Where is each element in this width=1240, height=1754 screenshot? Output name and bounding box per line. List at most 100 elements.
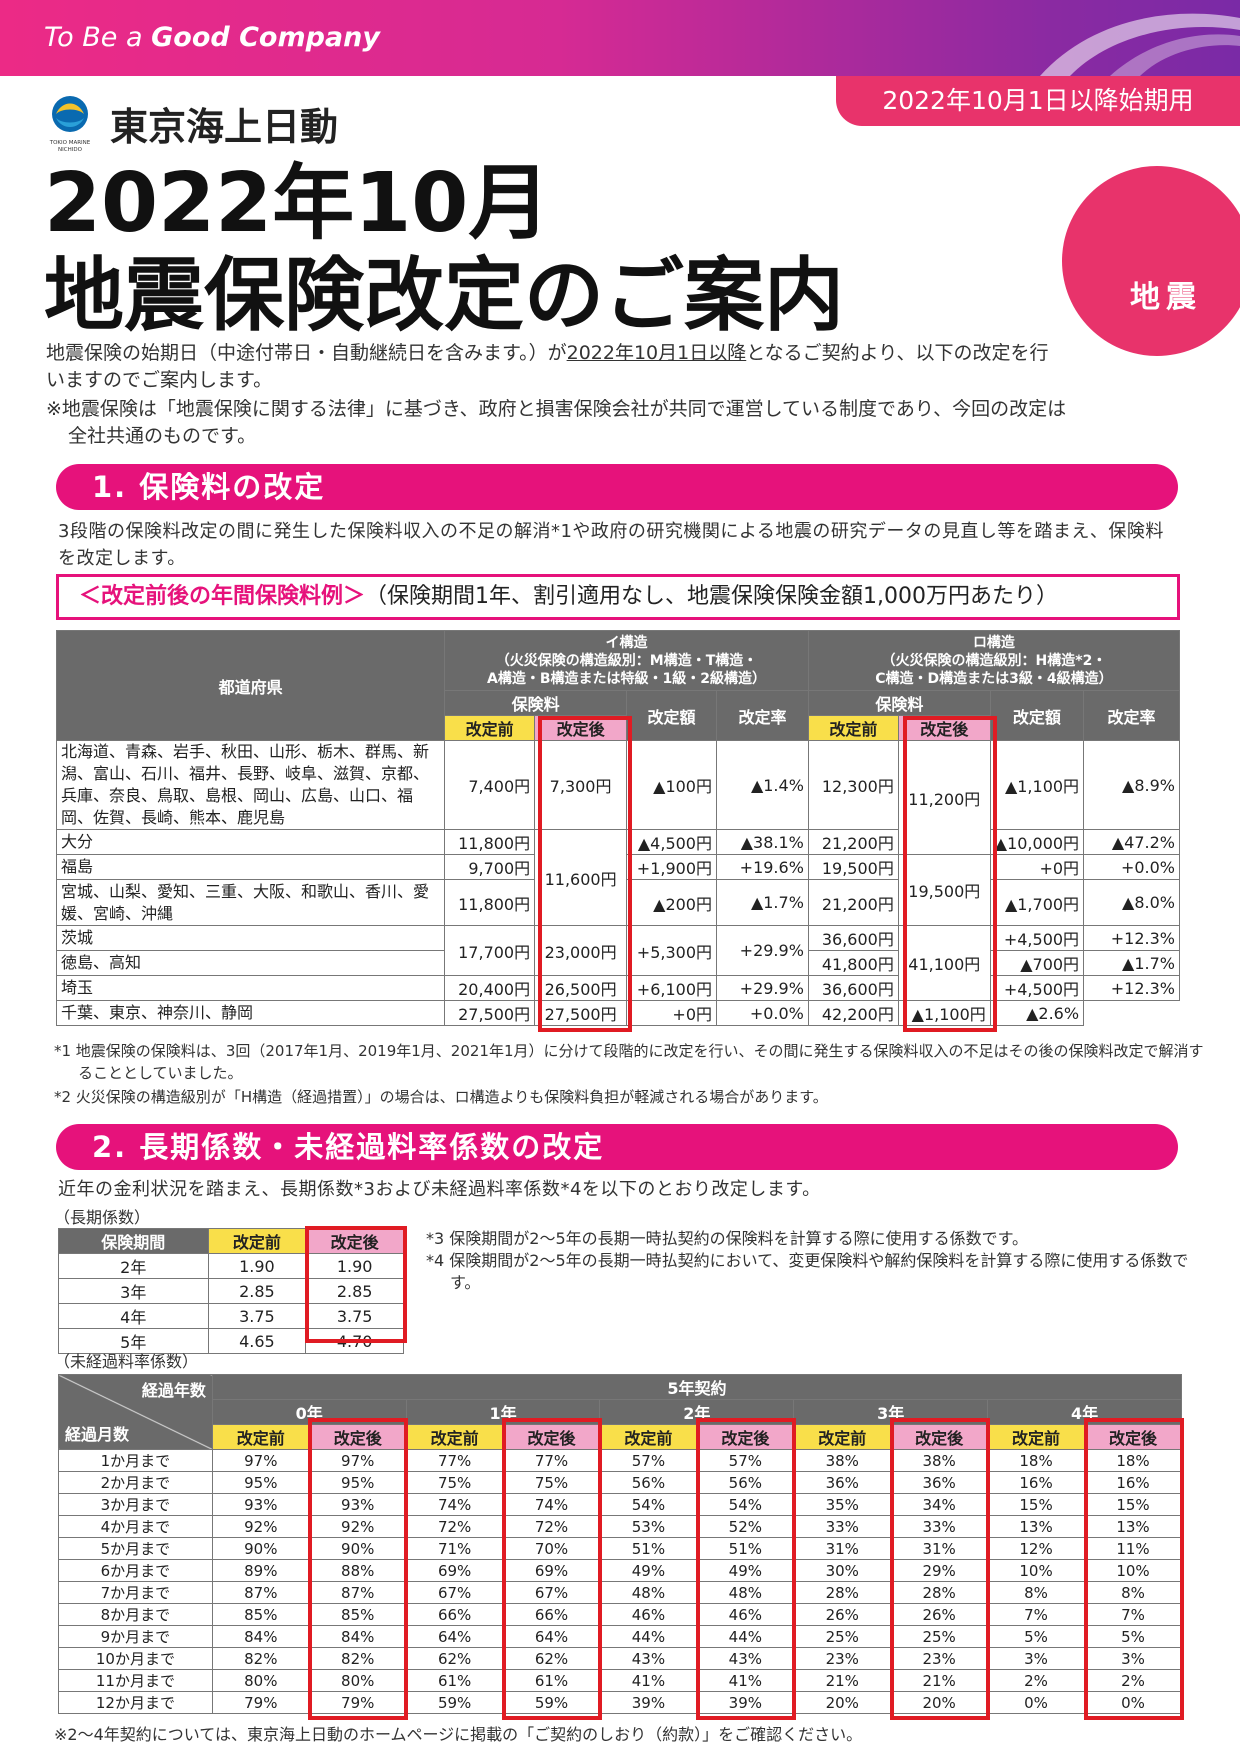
after-header: 改定後: [308, 1424, 407, 1450]
month-label: 11か月まで: [58, 1669, 213, 1692]
rate-cell: 0%: [987, 1691, 1085, 1714]
ro-struct-header: ロ構造 （火災保険の構造級別：H構造*2・ C構造・D構造または3級・4級構造）: [807, 630, 1181, 691]
rate-cell: 85%: [308, 1603, 407, 1626]
rate-cell: 26%: [890, 1603, 989, 1626]
svg-text:NICHIDO: NICHIDO: [58, 147, 83, 153]
category-label: 地震: [1130, 280, 1202, 315]
rate-cell: 49%: [599, 1559, 698, 1582]
rate-cell: 57%: [599, 1449, 698, 1472]
table-row: 大分 11,800円 11,600円 ▲4,500円 ▲38.1% 21,200…: [55, 829, 1180, 926]
table-row: 1か月まで 97% 97% 77% 77% 57% 57% 38% 38% 18% 18%: [58, 1449, 1182, 1472]
month-label: 12か月まで: [58, 1691, 213, 1714]
rate-cell: 21%: [890, 1669, 989, 1692]
contract-header: 5年契約: [211, 1374, 1183, 1400]
rate-cell: 51%: [599, 1537, 698, 1560]
rate-cell: 72%: [502, 1515, 601, 1538]
rate-cell: 93%: [308, 1493, 407, 1516]
rate-cell: 79%: [308, 1691, 407, 1714]
rate-cell: 64%: [502, 1625, 601, 1648]
rate-cell: 8%: [987, 1581, 1085, 1604]
table-row: 3年 2.85 2.85: [58, 1278, 404, 1304]
section1-body: 3段階の保険料改定の間に発生した保険料収入の不足の解消*1や政府の研究機関による…: [58, 521, 1164, 569]
i-struct-header: イ構造 （火災保険の構造級別：M構造・T構造・ A構造・B構造または特級・1級・2級…: [444, 630, 809, 691]
rate-cell: 80%: [211, 1669, 310, 1692]
table-row: 3か月まで 93% 93% 74% 74% 54% 54% 35% 34% 15% 15%: [58, 1493, 1182, 1516]
rate-cell: 18%: [1084, 1449, 1182, 1472]
rate-cell: 8%: [1084, 1581, 1182, 1604]
long-term-table: 保険期間 改定前 改定後 2年 1.90 1.90 3年 2.85 2.85 4年 3.7…: [58, 1228, 404, 1354]
month-label: 7か月まで: [58, 1581, 213, 1604]
table-row: 10か月まで 82% 82% 62% 62% 43% 43% 23% 23% 3% 3%: [58, 1647, 1182, 1670]
rate-cell: 5%: [1084, 1625, 1182, 1648]
page-title-line2: 地震保険改定のご案内: [44, 249, 844, 342]
month-label: 10か月まで: [58, 1647, 213, 1670]
rate-cell: 2%: [987, 1669, 1085, 1692]
rate-cell: 16%: [987, 1471, 1085, 1494]
rate-cell: 28%: [793, 1581, 892, 1604]
i-amount-header: 改定額: [626, 690, 717, 741]
rate-cell: 33%: [890, 1515, 989, 1538]
i-before-header: 改定前: [444, 715, 536, 741]
ro-before-header: 改定前: [807, 715, 899, 741]
after-header: 改定後: [1084, 1424, 1182, 1450]
year-header: 1年: [405, 1399, 601, 1425]
rate-cell: 11%: [1084, 1537, 1182, 1560]
table-row: 9か月まで 84% 84% 64% 64% 44% 44% 25% 25% 5% 5%: [58, 1625, 1182, 1648]
before-header: 改定前: [211, 1424, 310, 1450]
rate-cell: 15%: [987, 1493, 1085, 1516]
rate-cell: 29%: [890, 1559, 989, 1582]
bottom-note: ※2〜4年契約については、東京海上日動のホームページに掲載の「ご契約のしおり（約…: [54, 1725, 863, 1744]
rate-cell: 88%: [308, 1559, 407, 1582]
rate-cell: 87%: [308, 1581, 407, 1604]
rate-cell: 61%: [502, 1669, 601, 1692]
table-row: 2か月まで 95% 95% 75% 75% 56% 56% 36% 36% 16% 16%: [58, 1471, 1182, 1494]
section1-header: 1. 保険料の改定: [56, 464, 1178, 510]
table-row: 5か月まで 90% 90% 71% 70% 51% 51% 31% 31% 12% 11%: [58, 1537, 1182, 1560]
year-header: 2年: [599, 1399, 795, 1425]
rate-cell: 56%: [599, 1471, 698, 1494]
table-row: 6か月まで 89% 88% 69% 69% 49% 49% 30% 29% 10% 10%: [58, 1559, 1182, 1582]
intro-note: ※地震保険は「地震保険に関する法律」に基づき、政府と損害保険会社が共同で運営して…: [46, 398, 1067, 447]
rate-cell: 36%: [793, 1471, 892, 1494]
table-row: 2年 1.90 1.90: [58, 1253, 404, 1279]
rate-cell: 56%: [696, 1471, 795, 1494]
rate-cell: 25%: [890, 1625, 989, 1648]
rate-cell: 89%: [211, 1559, 310, 1582]
table-row: 埼玉 20,400円 26,500円 +6,100円 +29.9% 36,600…: [55, 975, 1180, 1001]
before-header: 改定前: [405, 1424, 504, 1450]
rate-cell: 61%: [405, 1669, 504, 1692]
footnote-1: *1 地震保険の保険料は、3回（2017年1月、2019年1月、2021年1月）…: [54, 1042, 1204, 1082]
before-header: 改定前: [987, 1424, 1085, 1450]
table-row: 7か月まで 87% 87% 67% 67% 48% 48% 28% 28% 8% 8%: [58, 1581, 1182, 1604]
rate-cell: 7%: [1084, 1603, 1182, 1626]
table-row: 4か月まで 92% 92% 72% 72% 53% 52% 33% 33% 13% 13%: [58, 1515, 1182, 1538]
rate-cell: 75%: [502, 1471, 601, 1494]
rate-cell: 21%: [793, 1669, 892, 1692]
rate-cell: 62%: [405, 1647, 504, 1670]
year-header: 3年: [793, 1399, 989, 1425]
rate-cell: 90%: [308, 1537, 407, 1560]
rate-cell: 20%: [793, 1691, 892, 1714]
rate-cell: 66%: [405, 1603, 504, 1626]
table-row: 福島 9,700円 +1,900円 +19.6% 19,500円 19,500円…: [55, 854, 1180, 926]
i-rate-header: 改定率: [716, 690, 809, 741]
rate-cell: 46%: [696, 1603, 795, 1626]
rate-cell: 23%: [890, 1647, 989, 1670]
rate-cell: 92%: [211, 1515, 310, 1538]
rate-cell: 23%: [793, 1647, 892, 1670]
month-label: 8か月まで: [58, 1603, 213, 1626]
rate-cell: 93%: [211, 1493, 310, 1516]
rate-cell: 80%: [308, 1669, 407, 1692]
rate-cell: 52%: [696, 1515, 795, 1538]
rate-cell: 15%: [1084, 1493, 1182, 1516]
footnote-2: *2 火災保険の構造級別が「H構造（経過措置）」の場合は、ロ構造よりも保険料負担…: [54, 1088, 828, 1106]
rate-cell: 43%: [599, 1647, 698, 1670]
month-label: 9か月まで: [58, 1625, 213, 1648]
rate-cell: 13%: [1084, 1515, 1182, 1538]
rate-cell: 44%: [696, 1625, 795, 1648]
year-header: 4年: [987, 1399, 1182, 1425]
rate-cell: 39%: [696, 1691, 795, 1714]
pref-header: 都道府県: [55, 630, 446, 741]
table-row: 4年 3.75 3.75: [58, 1303, 404, 1329]
rate-cell: 48%: [696, 1581, 795, 1604]
